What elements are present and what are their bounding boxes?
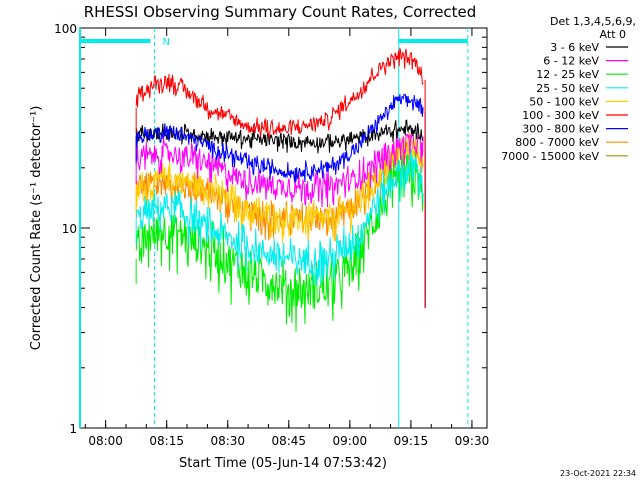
y-axis-label: Corrected Count Rate (s⁻¹ detector⁻¹)	[29, 106, 44, 351]
legend-label: 6 - 12 keV	[543, 55, 599, 68]
x-tick-label: 09:15	[394, 434, 429, 448]
series-line-4	[135, 133, 424, 243]
x-tick-label: 09:00	[333, 434, 368, 448]
x-tick-label: 08:45	[271, 434, 306, 448]
legend-label: 50 - 100 keV	[529, 95, 599, 108]
legend-label: 800 - 7000 keV	[515, 136, 599, 149]
x-tick-label: 08:30	[210, 434, 245, 448]
legend-label: 7000 - 15000 keV	[501, 150, 599, 163]
x-tick-label: 09:30	[455, 434, 490, 448]
series-line-1	[135, 129, 424, 208]
legend-label: 300 - 800 keV	[522, 123, 599, 136]
footer-date: 23-Oct-2021 22:34	[560, 469, 636, 478]
legend-label: 25 - 50 keV	[536, 82, 599, 95]
series-line-5	[135, 47, 424, 139]
x-tick-label: 08:15	[149, 434, 184, 448]
legend-label: 12 - 25 keV	[536, 68, 599, 81]
series-line-6	[135, 93, 424, 183]
legend-header-line1: Det 1,3,4,5,6,9,	[550, 15, 636, 28]
axis-ticks: 08:00 08:15 08:30 08:45 09:00 09:15 09:30 1 10 10…	[54, 22, 489, 448]
series-line-0	[135, 119, 424, 154]
legend-label: 100 - 300 keV	[522, 109, 599, 122]
series-line-3	[135, 148, 424, 286]
legend-header-line2: Att 0	[600, 28, 626, 41]
x-tick-label: 08:00	[88, 434, 123, 448]
orbit-overlay: N	[79, 28, 469, 428]
y-tick-label: 100	[54, 22, 77, 36]
legend-label: 3 - 6 keV	[550, 41, 599, 54]
series-line-2	[135, 151, 424, 332]
y-tick-label: 10	[62, 222, 77, 236]
series-group	[135, 47, 426, 332]
y-tick-label: 1	[69, 422, 77, 436]
x-axis-label: Start Time (05-Jun-14 07:53:42)	[179, 456, 387, 471]
night-flag-label: N	[162, 37, 169, 48]
chart-title: RHESSI Observing Summary Count Rates, Co…	[84, 3, 477, 21]
